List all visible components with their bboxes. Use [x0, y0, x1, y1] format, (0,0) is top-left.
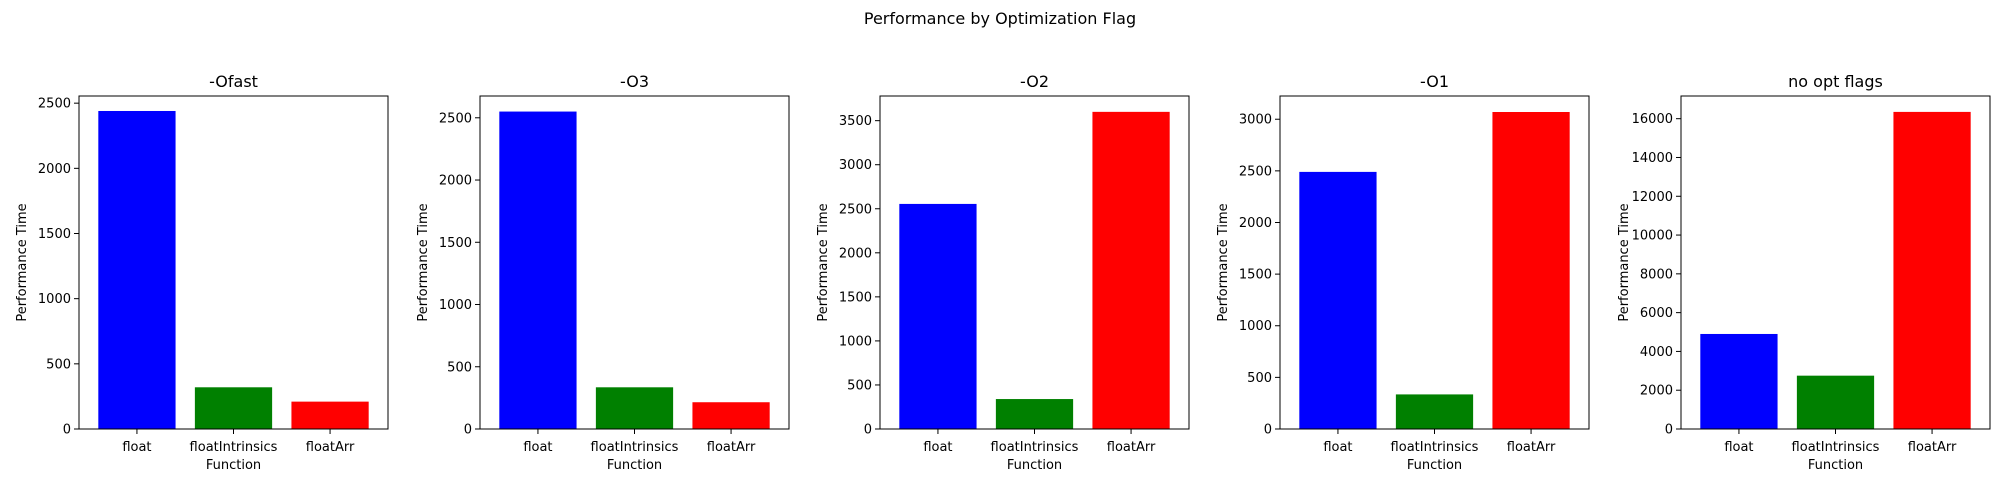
bar-float	[899, 203, 977, 429]
bar-floatArr	[1092, 111, 1170, 429]
y-tick-label: 500	[847, 378, 872, 393]
y-tick-label: 14000	[1632, 151, 1673, 166]
x-tick-label: floatArr	[306, 440, 355, 455]
bar-floatArr	[291, 401, 369, 429]
bar-float	[499, 111, 577, 430]
y-tick-label: 2000	[439, 174, 472, 189]
y-tick-label: 8000	[1640, 267, 1673, 282]
y-tick-label: 2000	[1239, 216, 1272, 231]
x-axis-label: Function	[607, 458, 662, 473]
y-tick-label: 0	[464, 423, 472, 438]
subplot-5: no opt flags 0 2000 4000 6000 8000 10000 12000 1…	[1617, 72, 1991, 473]
y-tick-label: 1000	[839, 334, 872, 349]
x-tick-label: floatIntrinsics	[591, 440, 679, 455]
y-tick-label: 3000	[1239, 113, 1272, 128]
bar-floatArr	[1492, 112, 1570, 430]
y-tick-label: 0	[1665, 423, 1673, 438]
x-tick-label: floatIntrinsics	[1792, 440, 1880, 455]
subplot-title: -O3	[620, 72, 649, 91]
y-axis-label: Performance Time	[1617, 203, 1632, 321]
bar-floatIntrinsics	[1796, 375, 1875, 429]
y-tick-label: 2000	[38, 162, 71, 177]
y-tick-label: 2500	[38, 97, 71, 112]
y-tick-label: 1500	[38, 227, 71, 242]
y-axis-label: Performance Time	[816, 203, 831, 321]
x-tick-label: float	[1323, 440, 1352, 455]
y-tick-label: 2500	[1239, 164, 1272, 179]
y-tick-label: 12000	[1632, 190, 1673, 205]
y-tick-label: 1500	[439, 236, 472, 251]
y-tick-label: 2500	[439, 111, 472, 126]
bar-float	[98, 110, 176, 430]
x-axis-label: Function	[1007, 458, 1062, 473]
y-tick-label: 1000	[439, 298, 472, 313]
subplot-3: -O2 0 500 1000 1500 2000 2500 3000 3500 float floa…	[816, 72, 1190, 473]
x-tick-label: floatIntrinsics	[1391, 440, 1479, 455]
x-tick-label: floatArr	[1507, 440, 1556, 455]
bar-floatIntrinsics	[194, 387, 273, 429]
bar-float	[1700, 333, 1778, 429]
y-tick-label: 1000	[38, 292, 71, 307]
y-tick-label: 3500	[839, 114, 872, 129]
bar-floatArr	[1893, 111, 1971, 429]
y-tick-label: 3000	[839, 158, 872, 173]
x-tick-label: float	[1724, 440, 1753, 455]
y-tick-label: 1500	[839, 290, 872, 305]
x-axis-label: Function	[206, 458, 261, 473]
subplot-1: -Ofast 0 500 1000 1500 2000 2500 float floatIntr…	[15, 72, 389, 473]
y-tick-label: 1000	[1239, 319, 1272, 334]
x-tick-label: floatIntrinsics	[991, 440, 1079, 455]
y-axis-label: Performance Time	[15, 203, 30, 321]
y-tick-label: 2500	[839, 202, 872, 217]
subplots: -Ofast 0 500 1000 1500 2000 2500 float floatIntr…	[15, 72, 1991, 473]
y-tick-label: 2000	[1640, 384, 1673, 399]
y-tick-label: 500	[447, 360, 472, 375]
x-axis-label: Function	[1808, 458, 1863, 473]
subplot-title: no opt flags	[1788, 72, 1883, 91]
y-tick-label: 500	[1247, 371, 1272, 386]
y-axis-label: Performance Time	[1216, 203, 1231, 321]
subplot-4: -O1 0 500 1000 1500 2000 2500 3000 float floatInt…	[1216, 72, 1590, 473]
bar-floatArr	[692, 402, 770, 429]
y-tick-label: 0	[1264, 423, 1272, 438]
y-tick-label: 1500	[1239, 268, 1272, 283]
bar-float	[1299, 171, 1377, 430]
y-tick-label: 10000	[1632, 229, 1673, 244]
x-tick-label: floatArr	[1908, 440, 1957, 455]
y-tick-label: 16000	[1632, 112, 1673, 127]
x-tick-label: floatArr	[707, 440, 756, 455]
y-tick-label: 4000	[1640, 345, 1673, 360]
x-axis-label: Function	[1407, 458, 1462, 473]
y-tick-label: 6000	[1640, 306, 1673, 321]
bar-floatIntrinsics	[1395, 394, 1474, 429]
subplot-title: -Ofast	[209, 72, 258, 91]
bar-floatIntrinsics	[595, 387, 674, 429]
x-tick-label: floatIntrinsics	[190, 440, 278, 455]
y-axis-label: Performance Time	[416, 203, 431, 321]
bar-floatIntrinsics	[995, 399, 1074, 429]
subplot-2: -O3 0 500 1000 1500 2000 2500 float floatIntrins…	[416, 72, 790, 473]
x-tick-label: float	[923, 440, 952, 455]
y-tick-label: 2000	[839, 246, 872, 261]
x-tick-label: float	[523, 440, 552, 455]
x-tick-label: float	[122, 440, 151, 455]
y-tick-label: 0	[63, 423, 71, 438]
subplot-title: -O2	[1020, 72, 1049, 91]
figure-title: Performance by Optimization Flag	[864, 9, 1136, 28]
x-tick-label: floatArr	[1107, 440, 1156, 455]
y-tick-label: 500	[46, 357, 71, 372]
subplot-title: -O1	[1420, 72, 1449, 91]
y-tick-label: 0	[864, 423, 872, 438]
